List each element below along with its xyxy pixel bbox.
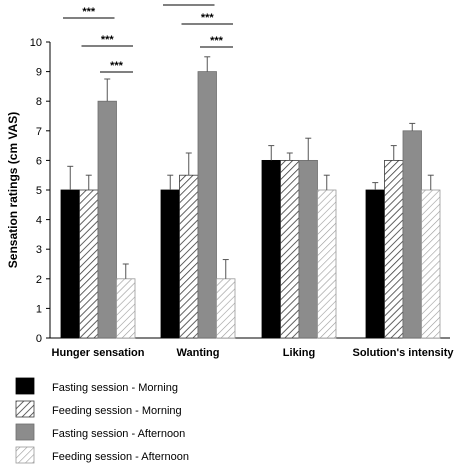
bar	[365, 189, 385, 339]
significance-label: ***	[201, 12, 215, 24]
x-category-label: Liking	[283, 347, 315, 359]
bar	[97, 100, 117, 339]
legend-swatch	[15, 423, 35, 441]
bar	[421, 189, 441, 339]
bar	[280, 159, 300, 339]
y-tick-label: 2	[36, 274, 42, 286]
bar	[216, 278, 236, 339]
y-tick-label: 6	[36, 155, 42, 167]
legend-label: Feeding session - Afternoon	[52, 451, 189, 463]
significance-label: ***	[110, 60, 124, 72]
y-tick-label: 5	[36, 185, 42, 197]
significance-group: *** *** *** *** *** ***	[63, 0, 233, 73]
bar	[261, 159, 281, 339]
y-tick-label: 9	[36, 67, 42, 79]
legend-label: Feeding session - Morning	[52, 405, 182, 417]
bar	[116, 278, 136, 339]
legend-swatch	[15, 377, 35, 395]
significance-label: ***	[182, 0, 196, 5]
y-tick-label: 3	[36, 244, 42, 256]
bar	[197, 71, 217, 339]
significance-label: ***	[82, 6, 96, 18]
bar	[317, 189, 337, 339]
x-category-label: Solution's intensity	[352, 347, 454, 359]
bar	[179, 174, 199, 339]
significance-label: ***	[210, 35, 224, 47]
bar	[384, 159, 404, 339]
y-tick-label: 10	[30, 37, 42, 49]
legend-swatch	[15, 446, 35, 464]
bar	[60, 189, 80, 339]
x-category-label: Hunger sensation	[52, 347, 145, 359]
bar	[402, 130, 422, 339]
y-axis-title: Sensation ratings (cm VAS)	[6, 112, 20, 268]
significance-label: ***	[101, 34, 115, 46]
x-category-label: Wanting	[177, 347, 220, 359]
legend-swatch	[15, 400, 35, 418]
bars-group	[60, 56, 441, 339]
y-tick-label: 8	[36, 96, 42, 108]
axes-group: 0 1 2 3 4 5 6 7 8 9 10 Sensation ratings (cm VAS) Hu…	[6, 37, 454, 359]
y-tick-label: 0	[36, 333, 42, 345]
legend-group: Fasting session - Morning Feeding session…	[15, 377, 189, 464]
legend-label: Fasting session - Morning	[52, 382, 178, 394]
bar	[160, 189, 180, 339]
bar	[79, 189, 99, 339]
legend-label: Fasting session - Afternoon	[52, 428, 185, 440]
y-tick-label: 4	[36, 215, 42, 227]
bar	[298, 159, 318, 339]
y-tick-label: 7	[36, 126, 42, 138]
y-tick-label: 1	[36, 303, 42, 315]
